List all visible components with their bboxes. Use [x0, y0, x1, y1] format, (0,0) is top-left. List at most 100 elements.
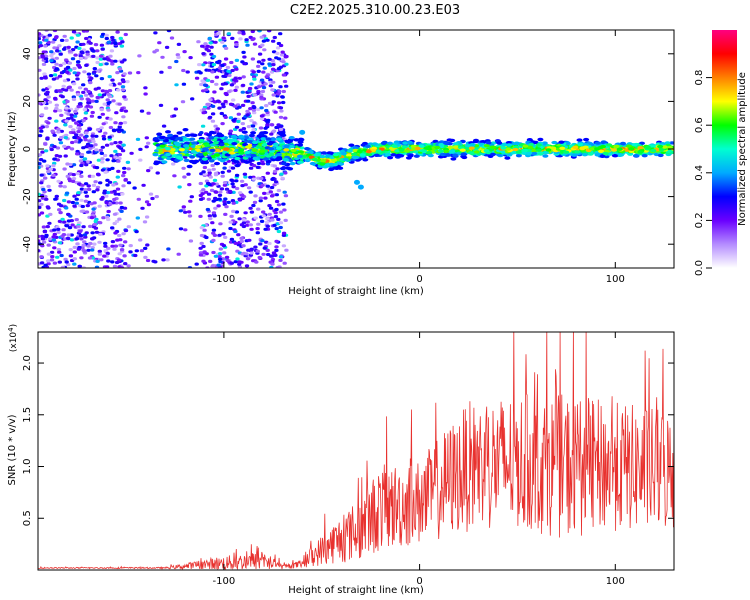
heatmap-cell — [46, 259, 51, 263]
heatmap-cell — [139, 249, 145, 253]
heatmap-cell — [104, 36, 110, 41]
heatmap-cell — [231, 78, 237, 82]
heatmap-cell — [512, 148, 519, 152]
heatmap-cell — [194, 262, 199, 266]
heatmap-cell — [102, 254, 107, 258]
heatmap-cell — [209, 188, 215, 192]
heatmap-cell — [110, 62, 115, 66]
heatmap-cell — [269, 265, 274, 268]
heatmap-cell — [64, 106, 69, 110]
heatmap-cell — [223, 235, 228, 239]
heatmap-cell — [123, 262, 128, 266]
heatmap-cell — [159, 144, 166, 148]
heatmap-cell — [38, 213, 41, 217]
heatmap-cell — [532, 140, 539, 145]
heatmap-cell — [620, 141, 626, 146]
heatmap-cell — [200, 124, 206, 128]
heatmap-cell — [247, 238, 252, 242]
heatmap-cell — [56, 230, 61, 234]
heatmap-cell — [267, 212, 272, 216]
heatmap-cell — [563, 150, 570, 154]
heatmap-cell — [46, 169, 51, 174]
heatmap-cell — [154, 48, 160, 53]
heatmap-cell — [105, 191, 111, 195]
heatmap-cell — [126, 181, 132, 185]
heatmap-cell — [43, 176, 48, 180]
heatmap-cell — [450, 157, 457, 161]
heatmap-cell — [443, 141, 449, 145]
heatmap-cell — [77, 86, 83, 90]
heatmap-cell — [275, 46, 281, 50]
heatmap-cell — [94, 74, 99, 78]
heatmap-cell — [79, 187, 85, 191]
heatmap-cell — [89, 114, 95, 118]
heatmap-cell — [222, 183, 228, 187]
heatmap-cell — [143, 255, 148, 259]
snr-scale-close: ) — [9, 324, 19, 328]
heatmap-cell — [91, 139, 96, 144]
heatmap-cell — [38, 32, 42, 36]
heatmap-cell — [93, 143, 98, 147]
heatmap-cell — [76, 247, 82, 251]
heatmap-cell — [55, 49, 60, 53]
heatmap-cell — [148, 192, 154, 196]
heatmap-cell — [64, 119, 69, 123]
heatmap-cell — [297, 143, 304, 147]
heatmap-cell — [113, 149, 118, 153]
heatmap-cell — [282, 79, 288, 84]
heatmap-cell — [111, 159, 116, 163]
heatmap-cell — [284, 62, 289, 66]
heatmap-cell — [118, 243, 123, 247]
heatmap-cell — [64, 224, 70, 228]
heatmap-cell — [57, 44, 62, 48]
heatmap-cell — [90, 110, 95, 115]
heatmap-cell — [112, 212, 118, 216]
heatmap-cell — [506, 143, 513, 147]
heatmap-cell — [104, 194, 109, 198]
snr-scale-exp: 4 — [7, 327, 15, 332]
heatmap-cell — [256, 69, 261, 73]
heatmap-cell — [76, 225, 81, 229]
heatmap-cell — [97, 115, 102, 119]
heatmap-cell — [117, 252, 122, 256]
heatmap-cell — [67, 85, 72, 89]
heatmap-cell — [579, 146, 586, 151]
heatmap-cell — [45, 90, 50, 94]
heatmap-cell — [46, 252, 52, 256]
heatmap-cell — [258, 242, 263, 246]
heatmap-cell — [270, 262, 275, 266]
heatmap-cell — [56, 127, 61, 131]
heatmap-cell — [213, 190, 219, 194]
heatmap-cell — [117, 145, 122, 149]
heatmap-cell — [44, 233, 49, 237]
heatmap-cell — [164, 45, 170, 50]
heatmap-cell — [259, 219, 265, 223]
heatmap-cell — [151, 259, 156, 263]
heatmap-cell — [283, 116, 288, 120]
heatmap-cell — [280, 50, 285, 54]
heatmap-cell — [233, 160, 240, 164]
heatmap-cell — [202, 147, 208, 151]
heatmap-cell — [165, 152, 172, 157]
heatmap-cell — [61, 84, 66, 88]
heatmap-cell — [95, 60, 100, 65]
heatmap-cell — [237, 217, 242, 221]
heatmap-cell — [123, 178, 128, 182]
heatmap-cell — [279, 53, 285, 57]
heatmap-cell — [241, 244, 246, 248]
heatmap-cell — [210, 265, 215, 268]
heatmap-cell — [181, 205, 186, 209]
heatmap-cell — [271, 63, 276, 67]
heatmap-cell — [197, 63, 202, 67]
heatmap-cell — [223, 99, 228, 104]
x-tick-label: -100 — [213, 274, 236, 285]
heatmap-cell — [229, 237, 235, 241]
heatmap-cell — [94, 166, 100, 170]
heatmap-cell — [205, 207, 211, 212]
heatmap-cell — [212, 141, 219, 145]
heatmap-cell — [169, 148, 176, 152]
heatmap-cell — [38, 162, 42, 166]
snr-frame — [37, 331, 675, 571]
heatmap-cell — [54, 56, 59, 60]
heatmap-cell — [426, 150, 433, 155]
